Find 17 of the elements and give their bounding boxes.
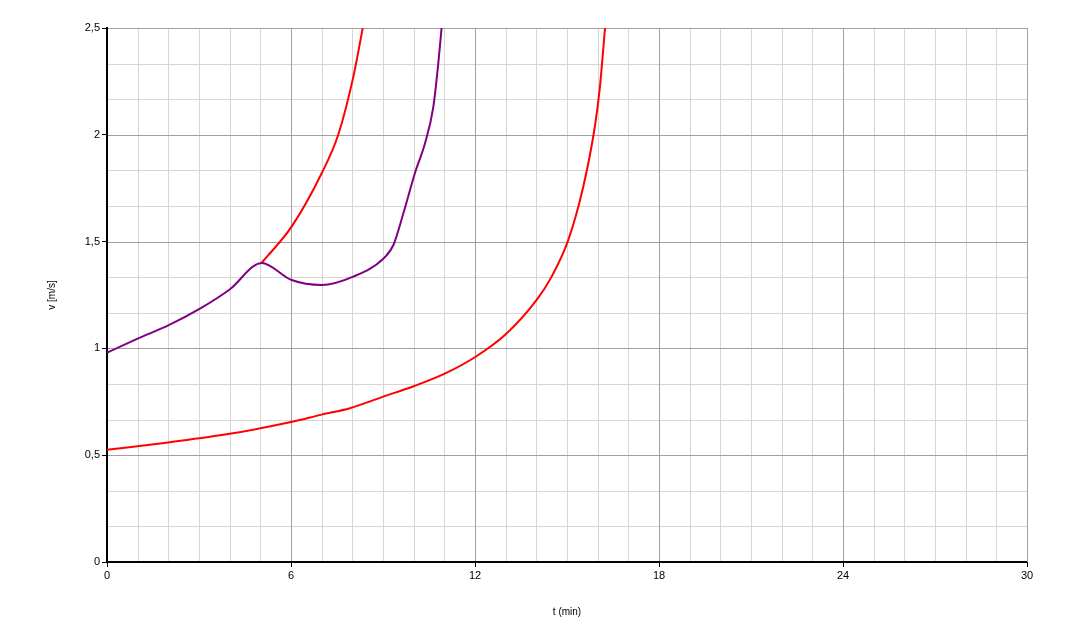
y-tick-label: 2,5 xyxy=(84,21,100,34)
y-tick-label: 1 xyxy=(93,341,100,354)
y-tick-label: 1,5 xyxy=(84,234,100,247)
line-series xyxy=(107,28,443,354)
x-tick-label: 18 xyxy=(652,568,666,581)
x-tick-label: 6 xyxy=(287,568,295,581)
line-series xyxy=(260,28,364,264)
x-tick-label: 12 xyxy=(468,568,482,581)
y-tick-label: 2 xyxy=(93,127,100,140)
y-tick-label: 0,5 xyxy=(84,448,100,461)
x-tick-label: 24 xyxy=(836,568,850,581)
y-axis-title: v [m/s] xyxy=(45,280,57,310)
x-axis-title: t (min) xyxy=(552,605,582,617)
x-tick-label: 30 xyxy=(1020,568,1034,581)
x-tick-label: 0 xyxy=(103,568,111,581)
line-series xyxy=(107,28,607,451)
y-tick-label: 0 xyxy=(93,555,100,568)
